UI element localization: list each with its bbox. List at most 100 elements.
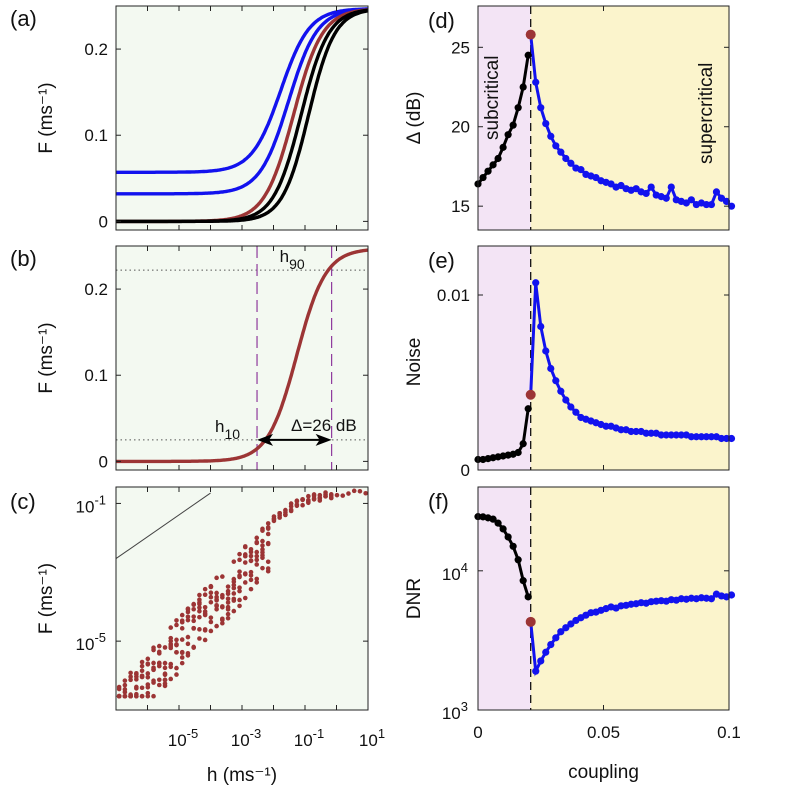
scatter-point xyxy=(294,498,300,504)
scatter-point xyxy=(197,601,202,607)
supercritical-series-e-point xyxy=(722,434,731,443)
scatter-point xyxy=(162,660,168,666)
subcritical-series-d-point xyxy=(514,104,522,112)
ylabel-e: Noise xyxy=(404,338,425,387)
supercritical-series-e-point xyxy=(642,429,650,437)
subcritical-series-f-point xyxy=(494,519,502,527)
panel-label-e: (e) xyxy=(428,248,455,273)
ytick-label-f-exp: 4 xyxy=(461,560,468,575)
panel-label-c: (c) xyxy=(10,489,36,514)
supercritical-series-d-point xyxy=(542,119,550,128)
scatter-point xyxy=(225,615,231,621)
xtick-label-c: 10-1 xyxy=(294,726,324,750)
supercritical-series-f-point xyxy=(537,657,545,665)
scatter-point xyxy=(231,608,237,614)
scatter-point xyxy=(260,555,265,561)
scatter-point xyxy=(225,611,231,617)
scatter-point xyxy=(179,619,185,625)
ytick-label-b: 0.2 xyxy=(84,280,108,299)
ytick-label-c: 10-1 xyxy=(76,492,106,516)
scatter-point xyxy=(260,550,265,555)
scatter-point xyxy=(277,510,282,516)
scatter-point xyxy=(208,619,214,625)
scatter-point xyxy=(197,636,202,641)
panel-label-f: (f) xyxy=(428,489,449,514)
scatter-point xyxy=(168,645,174,651)
scatter-point xyxy=(156,643,162,649)
ylabel-c: F (ms⁻¹) xyxy=(36,563,57,634)
subcritical-series-d-point xyxy=(504,131,512,139)
scatter-point xyxy=(254,553,260,559)
ytick-label-d: 25 xyxy=(451,38,470,57)
scatter-point xyxy=(139,674,145,680)
supercritical-series-e-point xyxy=(572,408,580,416)
scatter-point xyxy=(145,661,151,666)
scatter-point xyxy=(202,605,208,610)
supercritical-series-f-point xyxy=(557,628,565,636)
scatter-point xyxy=(139,663,145,669)
scatter-point xyxy=(151,678,156,684)
series-curve-blue-high xyxy=(116,7,368,174)
subcritical-label: subcritical xyxy=(482,56,503,140)
scatter-point xyxy=(300,497,305,502)
scatter-point xyxy=(214,602,219,608)
scatter-point xyxy=(185,609,191,615)
scatter-point xyxy=(225,600,231,605)
scatter-point xyxy=(323,490,328,495)
supercritical-series-e-point xyxy=(617,426,625,434)
scatter-point xyxy=(220,574,225,579)
xtick-label-f: 0 xyxy=(473,723,482,742)
supercritical-series-e-point xyxy=(532,279,540,287)
supercritical-series-f-point xyxy=(552,634,560,642)
scatter-point xyxy=(174,637,179,643)
scatter-point xyxy=(214,597,219,602)
scatter-point xyxy=(151,666,156,672)
scatter-point xyxy=(306,499,311,504)
scatter-point xyxy=(185,617,191,623)
subcritical-series-f-point xyxy=(514,556,522,564)
scatter-point xyxy=(156,660,162,666)
scatter-point xyxy=(134,686,139,691)
scatter-point xyxy=(174,622,179,628)
xtick-label-c: 10-5 xyxy=(168,726,198,750)
supercritical-series-d-point xyxy=(547,132,555,140)
scatter-point xyxy=(265,566,271,571)
subcritical-series-d-point xyxy=(489,161,497,169)
supercritical-series-f-point xyxy=(707,595,716,603)
scatter-point xyxy=(225,591,231,597)
scatter-point xyxy=(248,569,254,575)
supercritical-series-e-point xyxy=(632,427,640,436)
ylabel-a: F (ms⁻¹) xyxy=(36,82,57,153)
h90-subscript: 90 xyxy=(289,256,305,272)
scatter-point xyxy=(220,616,225,622)
scatter-point xyxy=(145,656,151,662)
scatter-point xyxy=(116,693,122,699)
scatter-point xyxy=(214,623,219,629)
scatter-point xyxy=(197,614,202,620)
scatter-point xyxy=(288,501,294,506)
scatter-point xyxy=(156,649,162,655)
ylabel-d: Δ (dB) xyxy=(404,92,425,145)
scatter-point xyxy=(179,626,185,631)
scatter-point xyxy=(162,681,168,686)
subcritical-series-d-point xyxy=(519,83,527,91)
supercritical-series-d-point xyxy=(667,183,675,191)
scatter-point xyxy=(311,496,317,501)
critical-point-e xyxy=(525,389,536,400)
scatter-point xyxy=(197,627,202,632)
series-curve-black-2 xyxy=(116,9,369,224)
scatter-point xyxy=(214,590,219,596)
panel-label-b: (b) xyxy=(10,246,37,271)
scatter-point xyxy=(185,614,191,620)
scatter-point xyxy=(260,565,265,571)
scatter-point xyxy=(225,584,231,589)
scatter-point xyxy=(191,625,196,631)
ytick-label-d: 15 xyxy=(451,197,470,216)
ytick-label-e: 0 xyxy=(461,461,470,480)
supercritical-series-e-point xyxy=(727,434,736,443)
scatter-point xyxy=(283,507,288,513)
supercritical-series-e-point xyxy=(707,433,716,441)
scatter-point xyxy=(122,682,128,688)
supercritical-series-e-point xyxy=(657,431,665,439)
subcritical-series-f-point xyxy=(499,525,507,533)
